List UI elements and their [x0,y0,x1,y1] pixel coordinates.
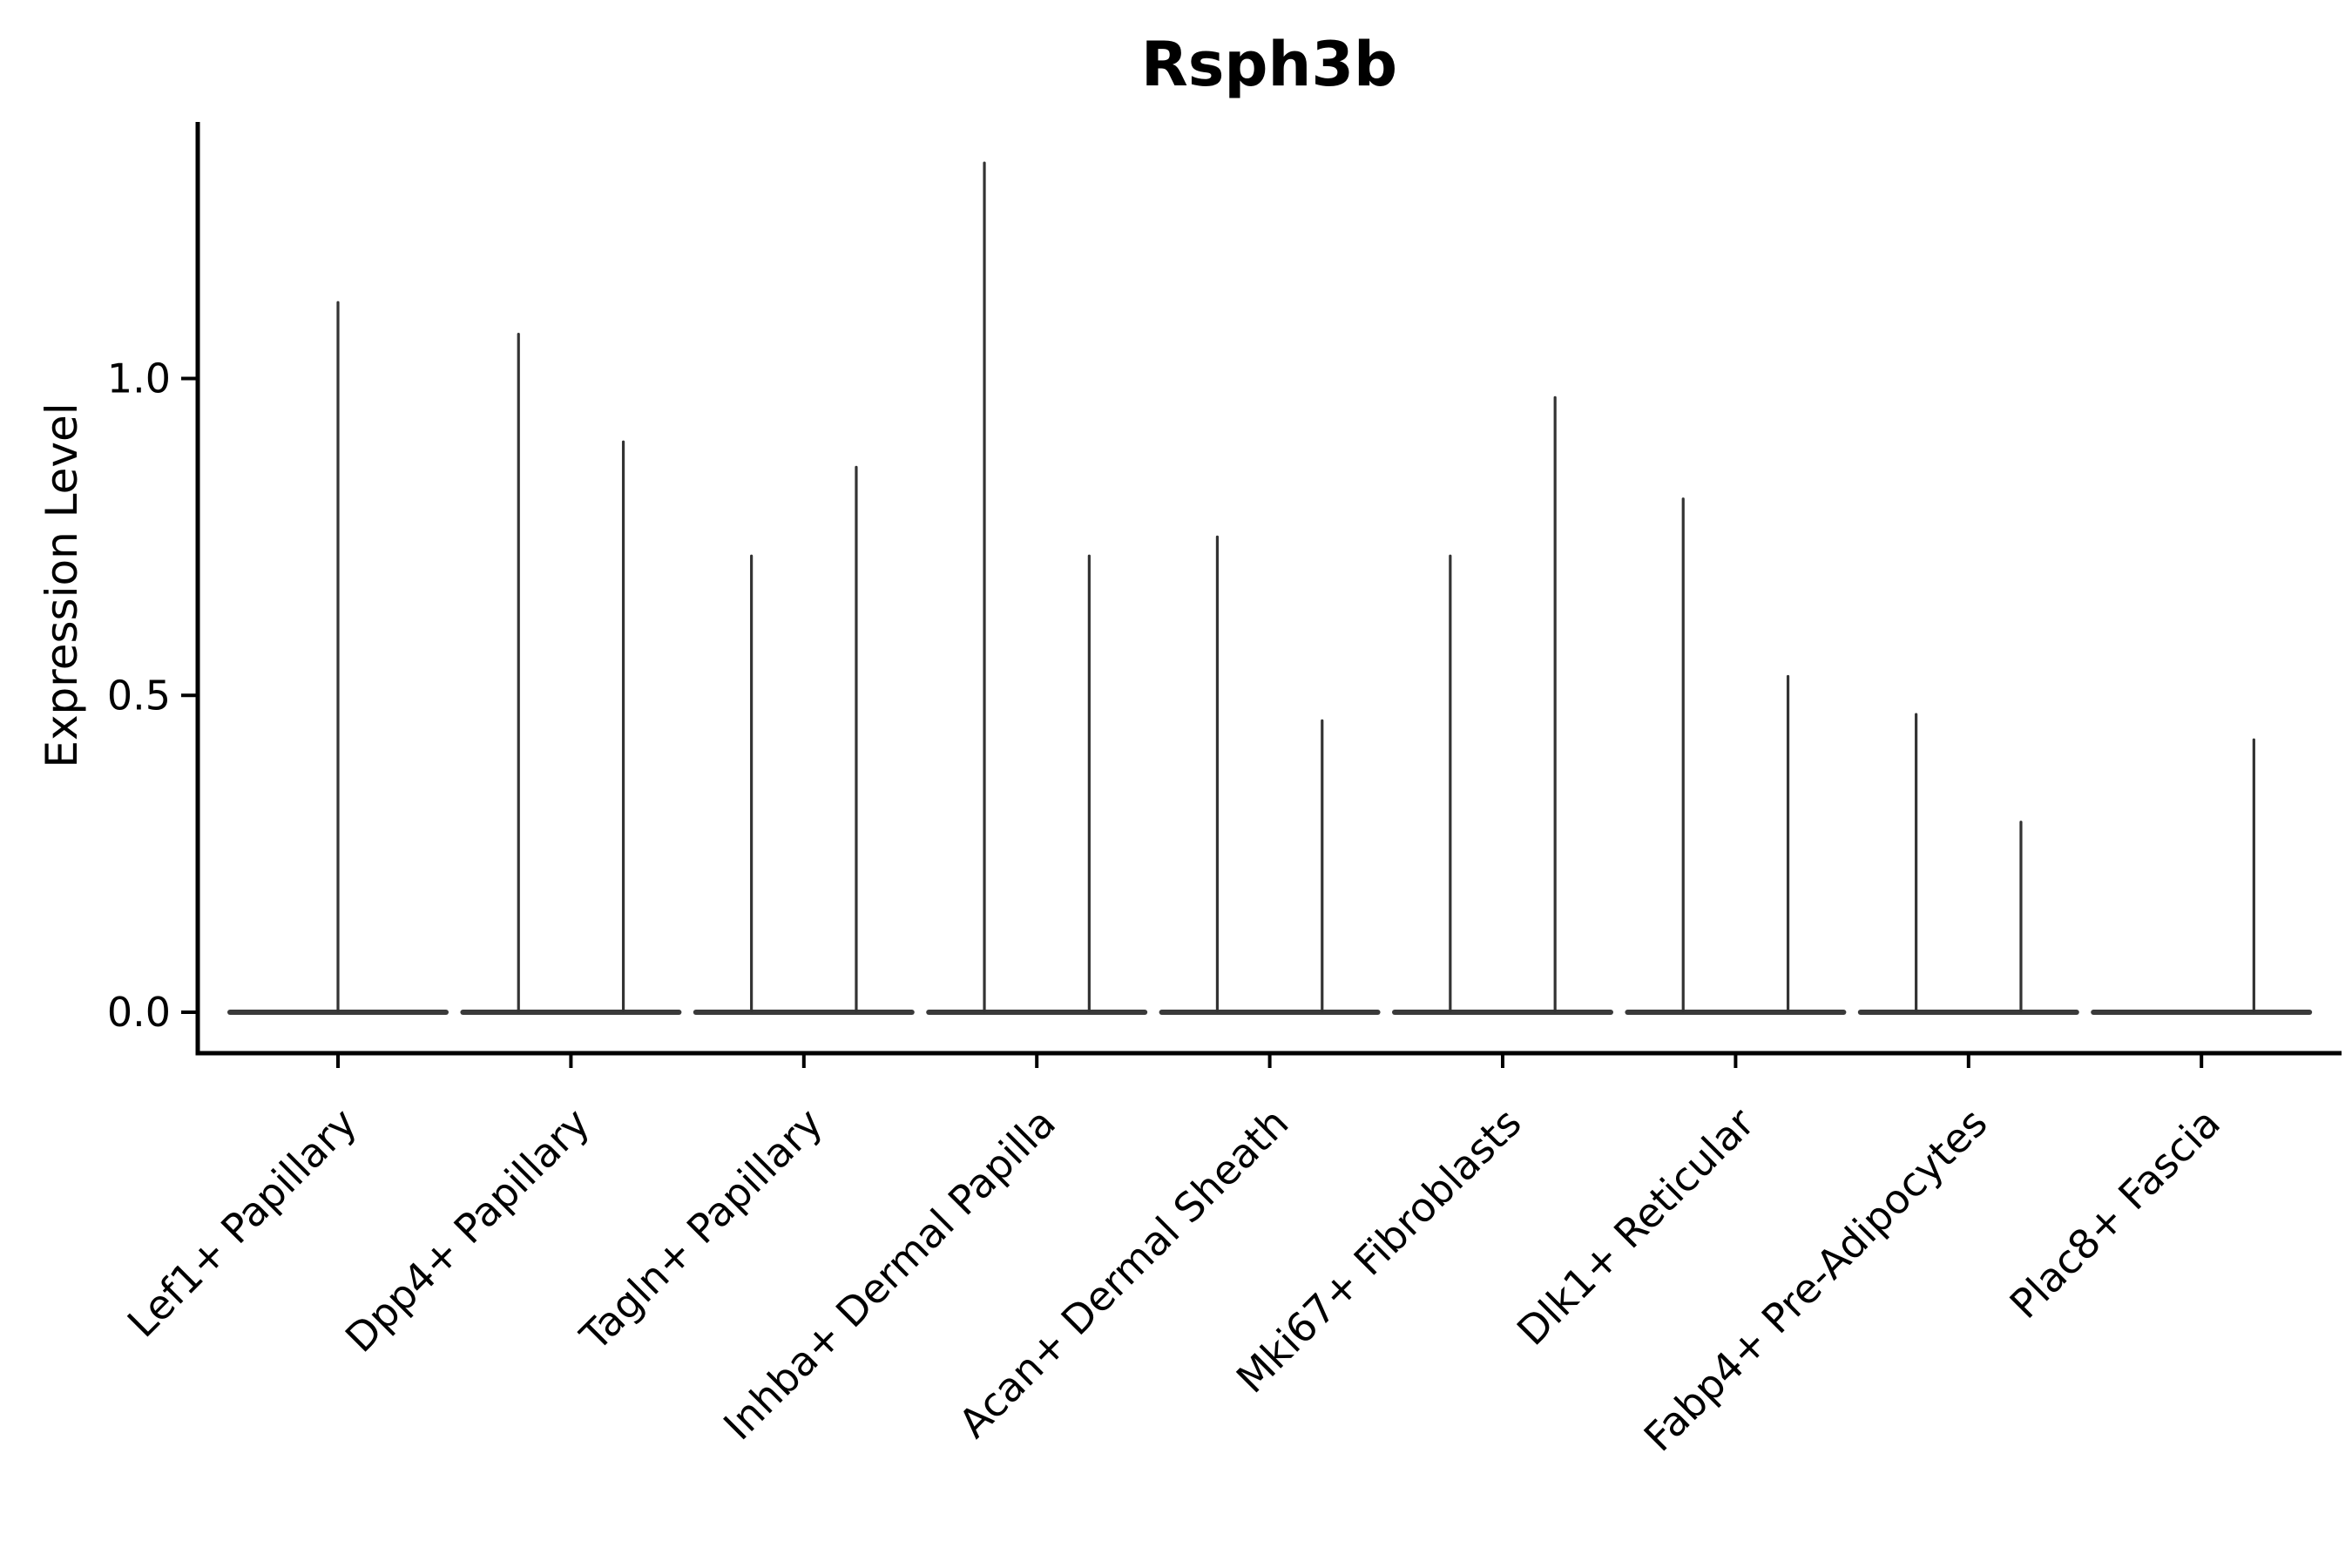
x-axis-label: Plac8+ Fascia [2001,1099,2229,1328]
x-axis-label: Dlk1+ Reticular [1508,1099,1763,1355]
x-axis-label: Dpp4+ Papillary [336,1099,598,1362]
chart-title: Rsph3b [1141,29,1397,100]
y-axis-label: Expression Level [37,402,87,767]
x-axis-label: Lef1+ Papillary [118,1099,366,1347]
y-axis-tick-label: 0.5 [107,672,171,719]
y-axis-tick-label: 0.0 [107,989,171,1036]
y-axis-ticks: 0.0 0.5 1.0 [107,355,198,1036]
violins [227,161,2313,1015]
x-axis-label: Tagln+ Papillary [571,1099,832,1361]
y-axis-tick-label: 1.0 [107,355,171,402]
